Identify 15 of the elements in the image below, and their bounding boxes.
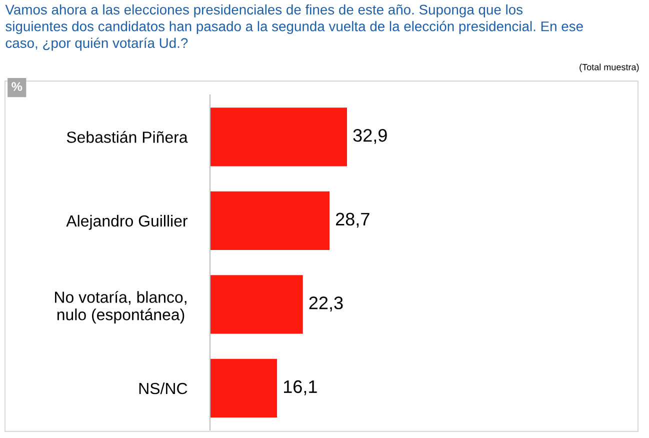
bar bbox=[210, 358, 278, 418]
data-label: 32,9 bbox=[353, 128, 387, 144]
data-label: 28,7 bbox=[336, 212, 370, 228]
data-label: 16,1 bbox=[284, 380, 317, 396]
chart-title: Vamos ahora a las elecciones presidenciales de fines de este año. Suponga que los siguientes dos candidatos han pasado a la segunda vuelta de la elección presidencial. En ese caso, ¿por quién votaría Ud.? bbox=[5, 4, 583, 51]
bar bbox=[210, 191, 330, 250]
y-tick-label: NS/NC bbox=[139, 382, 188, 394]
data-label: 22,3 bbox=[309, 296, 343, 312]
y-tick-label: No votaría, blanco, nulo (espontánea) bbox=[55, 290, 186, 324]
y-tick-label: Alejandro Guillier bbox=[66, 214, 188, 230]
bar bbox=[210, 275, 303, 334]
text: % bbox=[12, 82, 22, 91]
text: (Total muestra) bbox=[580, 64, 639, 72]
bar bbox=[210, 108, 347, 166]
y-tick-label: Sebastián Piñera bbox=[66, 130, 188, 143]
